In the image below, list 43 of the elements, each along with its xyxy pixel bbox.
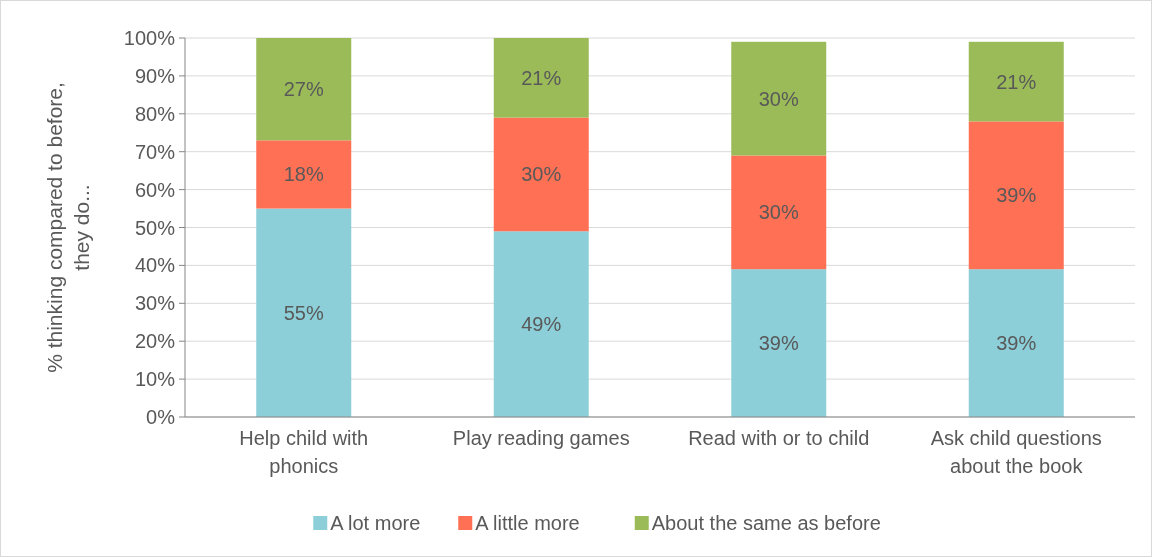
y-tick-label: 50% <box>134 216 176 239</box>
data-label: 39% <box>996 184 1037 207</box>
data-label: 30% <box>758 201 799 224</box>
y-tick-label: 40% <box>134 254 176 277</box>
data-label: 49% <box>521 313 562 336</box>
legend-label: About the same as before <box>651 512 881 534</box>
y-tick-label: 10% <box>134 368 176 391</box>
y-tick-label: 90% <box>134 64 176 87</box>
y-axis-title: % thinking compared to before, they do... <box>43 82 93 373</box>
x-tick-label: Help child with phonics <box>239 427 369 477</box>
bar <box>493 231 589 417</box>
bar <box>493 38 589 118</box>
bar <box>731 41 827 156</box>
x-tick-label: Ask child questions about the book <box>930 427 1102 477</box>
data-label: 18% <box>283 163 324 186</box>
data-label: 30% <box>758 87 799 110</box>
bar <box>731 269 827 417</box>
legend-label: A lot more <box>330 512 421 534</box>
bar <box>731 155 827 270</box>
y-tick-label: 70% <box>134 140 176 163</box>
bar <box>256 140 352 209</box>
data-label: 39% <box>996 332 1037 355</box>
data-label: 21% <box>521 66 562 89</box>
y-tick-label: 20% <box>134 330 176 353</box>
data-label: 39% <box>758 332 799 355</box>
data-label: 30% <box>521 163 562 186</box>
bar <box>256 38 352 141</box>
data-label: 27% <box>283 78 324 101</box>
data-label: 55% <box>283 301 324 324</box>
y-tick-label: 80% <box>134 102 176 125</box>
y-tick-label: 60% <box>134 178 176 201</box>
bar <box>256 208 352 417</box>
bar <box>493 117 589 232</box>
y-tick-label: 30% <box>134 292 176 315</box>
bar <box>968 121 1064 270</box>
y-tick-label: 100% <box>123 27 176 49</box>
x-tick-label: Play reading games <box>452 427 630 449</box>
bar <box>968 41 1064 122</box>
bar <box>968 269 1064 417</box>
x-tick-label: Read with or to child <box>688 427 870 449</box>
data-label: 21% <box>996 70 1037 93</box>
y-tick-label: 0% <box>146 406 176 428</box>
legend-label: A little more <box>475 512 580 534</box>
